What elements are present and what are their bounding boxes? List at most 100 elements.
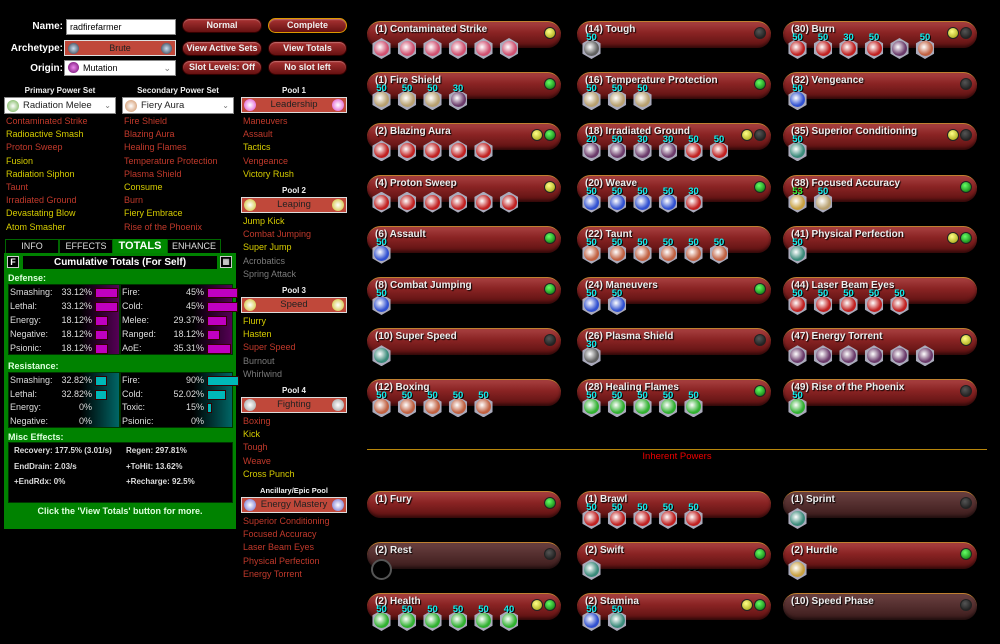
- power-list-item[interactable]: Atom Smasher: [6, 221, 66, 232]
- tab-totals[interactable]: TOTALS: [113, 239, 167, 254]
- power-entry[interactable]: (10) Speed Phase: [783, 593, 977, 620]
- enhancement-slot[interactable]: [607, 242, 627, 264]
- enhancement-slot[interactable]: [371, 559, 392, 580]
- toggle-on-indicator[interactable]: [544, 283, 556, 295]
- enhancement-slot[interactable]: [788, 140, 807, 162]
- toggle-on-indicator[interactable]: [960, 548, 972, 560]
- no-slot-left-button[interactable]: No slot left: [268, 60, 347, 75]
- enhancement-slot[interactable]: [684, 242, 703, 264]
- toggle-off-indicator[interactable]: [960, 27, 972, 39]
- power-bar[interactable]: [577, 328, 771, 356]
- origin-select[interactable]: Mutation ⌄: [64, 60, 176, 76]
- pool-select[interactable]: Leadership: [241, 97, 347, 113]
- toggle-on-indicator[interactable]: [531, 129, 543, 142]
- toggle-on-indicator[interactable]: [544, 129, 556, 142]
- power-bar[interactable]: [367, 328, 561, 356]
- enhancement-slot[interactable]: [372, 294, 391, 315]
- enhancement-slot[interactable]: [788, 396, 807, 418]
- power-bar[interactable]: [367, 277, 561, 304]
- enhancement-slot[interactable]: [499, 191, 519, 213]
- enhancement-slot[interactable]: [658, 508, 678, 529]
- power-list-item[interactable]: Boxing: [243, 416, 271, 426]
- enhancement-slot[interactable]: [813, 191, 833, 213]
- enhancement-slot[interactable]: [582, 242, 601, 264]
- power-entry[interactable]: (2) Hurdle: [783, 542, 977, 580]
- enhancement-slot[interactable]: [448, 38, 468, 59]
- power-list-item[interactable]: Weave: [243, 455, 271, 466]
- enhancement-slot[interactable]: [684, 508, 703, 529]
- power-list-item[interactable]: Fiery Embrace: [124, 208, 183, 219]
- power-bar[interactable]: [577, 72, 771, 100]
- archetype-select[interactable]: Brute: [64, 40, 176, 56]
- power-entry[interactable]: (2) Stamina 50 50: [577, 593, 771, 631]
- power-list-item[interactable]: Assault: [243, 129, 273, 140]
- enhancement-slot[interactable]: [788, 191, 807, 213]
- power-bar[interactable]: [367, 542, 561, 569]
- enhancement-slot[interactable]: [658, 191, 678, 213]
- power-list-item[interactable]: Irradiated Ground: [6, 195, 77, 206]
- power-list-item[interactable]: Temperature Protection: [124, 155, 218, 166]
- power-entry[interactable]: (38) Focused Accuracy 53 50: [783, 174, 977, 213]
- power-list-item[interactable]: Consume: [124, 181, 163, 192]
- enhancement-slot[interactable]: [372, 191, 391, 213]
- enhancement-slot[interactable]: [397, 396, 417, 418]
- power-entry[interactable]: (6) Assault 50: [367, 225, 561, 264]
- power-entry[interactable]: (10) Super Speed: [367, 328, 561, 367]
- enhancement-slot[interactable]: [633, 242, 652, 264]
- power-bar[interactable]: [783, 72, 977, 100]
- power-bar[interactable]: [367, 491, 561, 518]
- power-entry[interactable]: (4) Proton Sweep: [367, 174, 561, 213]
- enhancement-slot[interactable]: [890, 294, 909, 315]
- power-bar[interactable]: [577, 542, 771, 569]
- toggle-on-indicator[interactable]: [960, 334, 972, 347]
- power-list-item[interactable]: Fire Shield: [124, 116, 168, 126]
- enhancement-slot[interactable]: [633, 508, 652, 529]
- power-list-item[interactable]: Burn: [124, 195, 144, 206]
- power-list-item[interactable]: Super Speed: [243, 342, 296, 353]
- toggle-off-indicator[interactable]: [754, 334, 766, 347]
- enhancement-slot[interactable]: [633, 89, 652, 111]
- toggle-on-indicator[interactable]: [741, 599, 753, 611]
- enhancement-slot[interactable]: [684, 140, 703, 162]
- toggle-on-indicator[interactable]: [544, 497, 556, 509]
- power-list-item[interactable]: Acrobatics: [243, 255, 286, 266]
- toggle-off-indicator[interactable]: [544, 548, 556, 560]
- toggle-off-indicator[interactable]: [960, 497, 972, 509]
- power-entry[interactable]: (26) Plasma Shield 30: [577, 328, 771, 367]
- enhancement-slot[interactable]: [684, 191, 703, 213]
- enhancement-slot[interactable]: [397, 38, 417, 59]
- power-list-item[interactable]: Maneuvers: [243, 116, 288, 126]
- pool-select[interactable]: Energy Mastery: [241, 497, 347, 513]
- enhancement-slot[interactable]: [423, 610, 442, 631]
- enhancement-slot[interactable]: [499, 38, 519, 59]
- power-list-item[interactable]: Energy Torrent: [243, 568, 302, 579]
- power-list-item[interactable]: Super Jump: [243, 242, 292, 253]
- pool-select[interactable]: Speed: [241, 297, 347, 313]
- power-entry[interactable]: (28) Healing Flames 50 50 50 50 50: [577, 379, 771, 418]
- enhancement-slot[interactable]: [448, 610, 468, 631]
- enhancement-slot[interactable]: [423, 38, 442, 59]
- enhancement-slot[interactable]: [915, 38, 935, 59]
- toggle-on-indicator[interactable]: [741, 129, 753, 142]
- power-entry[interactable]: (35) Superior Conditioning 50: [783, 123, 977, 162]
- power-list-item[interactable]: Devastating Blow: [6, 208, 76, 219]
- enhancement-slot[interactable]: [839, 38, 858, 59]
- power-entry[interactable]: (1) Brawl 50 50 50 50 50: [577, 491, 771, 529]
- enhancement-slot[interactable]: [499, 610, 519, 631]
- power-list-item[interactable]: Physical Perfection: [243, 555, 320, 566]
- enhancement-slot[interactable]: [372, 396, 391, 418]
- toggle-on-indicator[interactable]: [544, 27, 556, 39]
- enhancement-slot[interactable]: [788, 89, 807, 111]
- power-list-item[interactable]: Radioactive Smash: [6, 129, 84, 140]
- enhancement-slot[interactable]: [839, 345, 858, 367]
- enhancement-slot[interactable]: [474, 396, 493, 418]
- complete-button[interactable]: Complete: [268, 18, 347, 33]
- enhancement-slot[interactable]: [582, 89, 601, 111]
- enhancement-slot[interactable]: [582, 396, 601, 418]
- power-entry[interactable]: (12) Boxing 50 50 50 50 50: [367, 379, 561, 418]
- power-bar[interactable]: [783, 123, 977, 151]
- power-entry[interactable]: (24) Maneuvers 50 50: [577, 277, 771, 315]
- normal-button[interactable]: Normal: [182, 18, 262, 33]
- power-list-item[interactable]: Proton Sweep: [6, 142, 63, 153]
- power-bar[interactable]: [367, 225, 561, 253]
